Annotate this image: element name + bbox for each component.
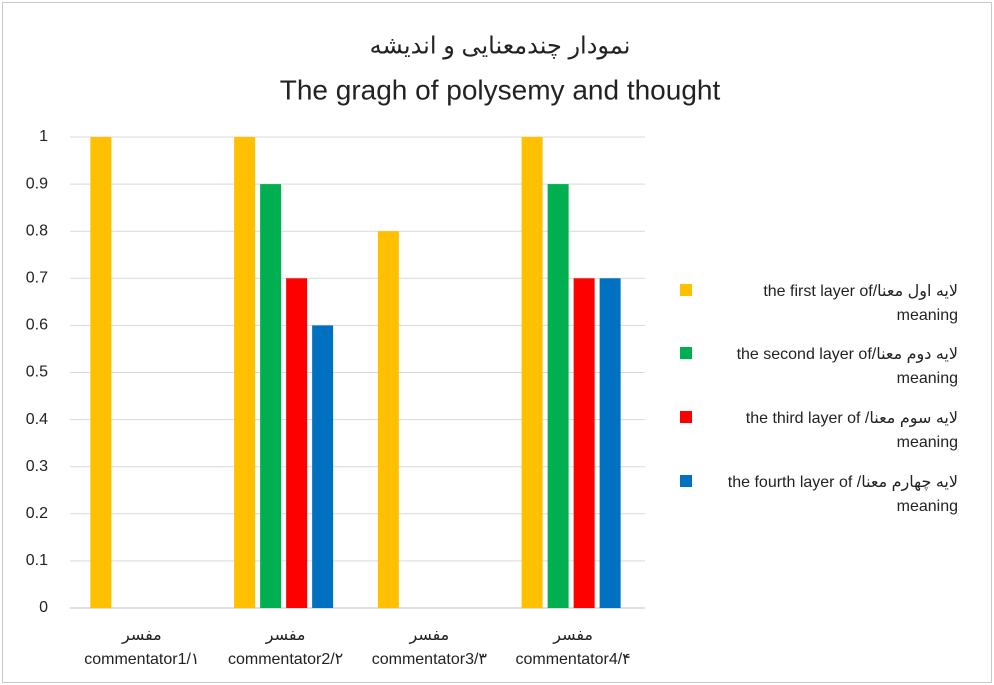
legend-swatch [680, 347, 692, 359]
y-tick-label: 0.1 [26, 552, 48, 569]
chart-subtitle: The gragh of polysemy and thought [280, 74, 721, 105]
x-tick-label: commentator3/۳ [372, 651, 488, 668]
bar [599, 278, 621, 608]
y-tick-label: 0.7 [26, 270, 48, 287]
x-tick-label: مفسر [265, 627, 306, 645]
x-tick-label: مفسر [552, 627, 593, 645]
legend-item: the second layer of/لایه دوم معنا meanin… [680, 343, 960, 391]
y-tick-label: 1 [39, 128, 48, 145]
legend-swatch [680, 284, 692, 296]
x-tick-label: مفسر [408, 627, 449, 645]
y-tick-label: 0.4 [26, 411, 48, 428]
legend-swatch [680, 411, 692, 423]
legend-item: the first layer of/لایه اول معنا meaning [680, 280, 960, 328]
chart-title: نمودار چندمعنایی و اندیشه [370, 32, 631, 59]
y-tick-label: 0.9 [26, 175, 48, 192]
y-tick-label: 0.6 [26, 317, 48, 334]
bar [260, 184, 282, 608]
x-tick-label: commentator1/۱ [84, 651, 199, 668]
bar [521, 137, 543, 608]
bar [90, 137, 112, 608]
y-tick-label: 0 [39, 599, 48, 616]
x-tick-label: مفسر [121, 627, 162, 645]
bar [377, 231, 399, 608]
y-tick-label: 0.3 [26, 458, 48, 475]
bar [234, 137, 256, 608]
legend-item: the third layer of /لایه سوم معنا meanin… [680, 407, 960, 455]
x-tick-label: commentator2/۲ [228, 651, 343, 668]
x-tick-label: commentator4/۴ [515, 651, 630, 668]
y-tick-label: 0.2 [26, 505, 48, 522]
legend-label: the second layer of/لایه دوم معنا meanin… [736, 346, 958, 387]
legend-swatch [680, 475, 692, 487]
legend-label: the fourth layer of /لایه چهارم معنا mea… [727, 474, 958, 515]
y-tick-label: 0.8 [26, 222, 48, 239]
legend-item: the fourth layer of /لایه چهارم معنا mea… [680, 471, 960, 519]
bar [547, 184, 569, 608]
y-tick-label: 0.5 [26, 364, 48, 381]
bar [573, 278, 595, 608]
bar [312, 325, 334, 608]
bar [286, 278, 308, 608]
legend-label: the first layer of/لایه اول معنا meaning [763, 283, 958, 324]
legend-label: the third layer of /لایه سوم معنا meanin… [745, 410, 958, 451]
